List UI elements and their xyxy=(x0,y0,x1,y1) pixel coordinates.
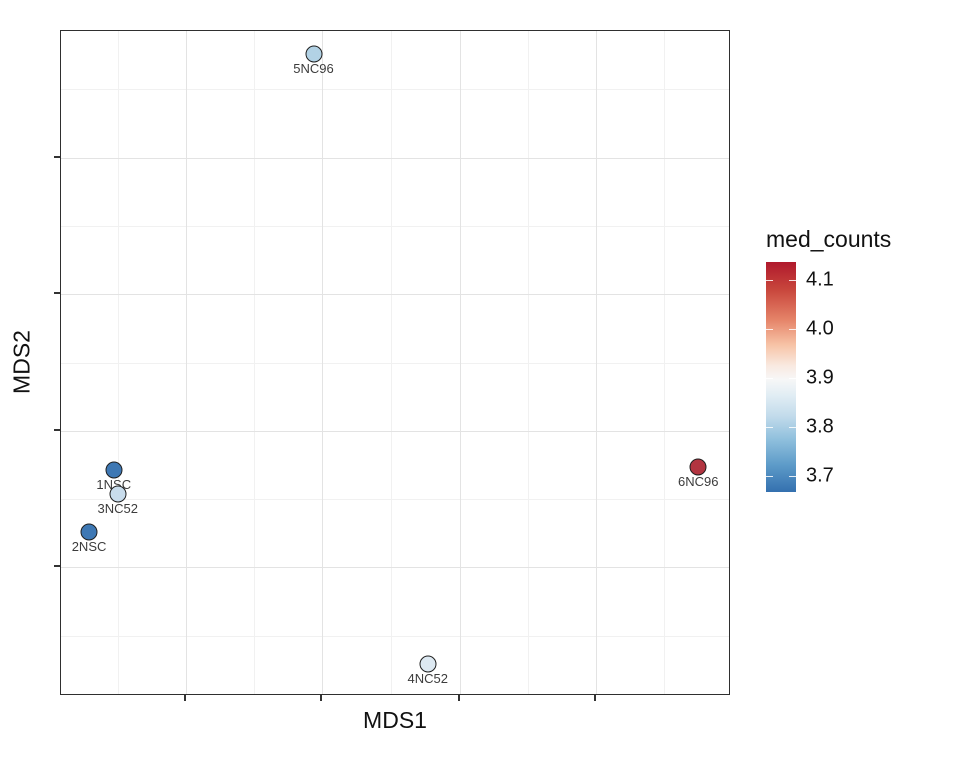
legend-bar-tick xyxy=(766,279,773,281)
gridline-major-vertical xyxy=(459,31,461,694)
x-axis-tick xyxy=(183,695,186,701)
legend-tick-label: 3.8 xyxy=(806,415,834,438)
gridline-minor-horizontal xyxy=(61,499,729,501)
gridline-minor-horizontal xyxy=(61,635,729,637)
y-axis-tick xyxy=(54,565,60,568)
gridline-major-vertical xyxy=(322,31,324,694)
gridline-major-vertical xyxy=(185,31,187,694)
gridline-minor-horizontal xyxy=(61,89,729,91)
data-point-4NC52 xyxy=(419,655,437,673)
legend-bar-tick xyxy=(766,328,773,330)
data-point-label-5NC96: 5NC96 xyxy=(293,61,334,77)
gridline-major-horizontal xyxy=(61,430,729,432)
gridline-major-horizontal xyxy=(61,567,729,569)
data-point-label-4NC52: 4NC52 xyxy=(407,671,448,687)
data-point-3NC52 xyxy=(109,485,127,503)
legend-title: med_counts xyxy=(766,226,892,252)
y-axis-tick xyxy=(54,292,60,295)
x-axis-tick xyxy=(457,695,460,701)
legend-tick-label: 3.9 xyxy=(806,366,834,389)
data-point-1NSC xyxy=(105,461,123,479)
y-axis-title: MDS2 xyxy=(8,330,35,394)
legend-bar-tick xyxy=(789,328,796,330)
legend-bar-tick xyxy=(789,475,796,477)
x-axis-title: MDS1 xyxy=(363,707,427,733)
gridline-minor-horizontal xyxy=(61,225,729,227)
gridline-major-vertical xyxy=(596,31,598,694)
data-point-5NC96 xyxy=(305,45,322,63)
gridline-major-horizontal xyxy=(61,157,729,159)
legend-bar-tick xyxy=(766,426,773,428)
data-point-label-3NC52: 3NC52 xyxy=(97,500,138,516)
x-axis-tick xyxy=(594,695,597,701)
data-point-label-6NC96: 6NC96 xyxy=(678,473,719,489)
legend-tick-label: 4.1 xyxy=(806,268,834,291)
data-point-label-2NSC: 2NSC xyxy=(71,539,107,555)
legend-gradient-bar xyxy=(766,262,796,492)
legend-bar-tick xyxy=(789,426,796,428)
data-point-6NC96 xyxy=(689,458,707,476)
y-axis-tick xyxy=(54,428,60,431)
plot-panel: 5NC96 1NSC 3NC52 2NSC 4NC52 6NC96 xyxy=(60,30,730,695)
legend-bar-tick xyxy=(789,279,796,281)
legend-bar-tick xyxy=(766,475,773,477)
gridline-minor-horizontal xyxy=(61,362,729,364)
data-point-2NSC xyxy=(80,523,98,541)
legend-bar-tick xyxy=(766,377,773,379)
legend-bar-tick xyxy=(789,377,796,379)
legend-tick-label: 3.7 xyxy=(806,464,834,487)
legend-tick-label: 4.0 xyxy=(806,317,834,340)
y-axis-tick xyxy=(54,155,60,158)
x-axis-tick xyxy=(320,695,323,701)
gridline-major-horizontal xyxy=(61,294,729,296)
